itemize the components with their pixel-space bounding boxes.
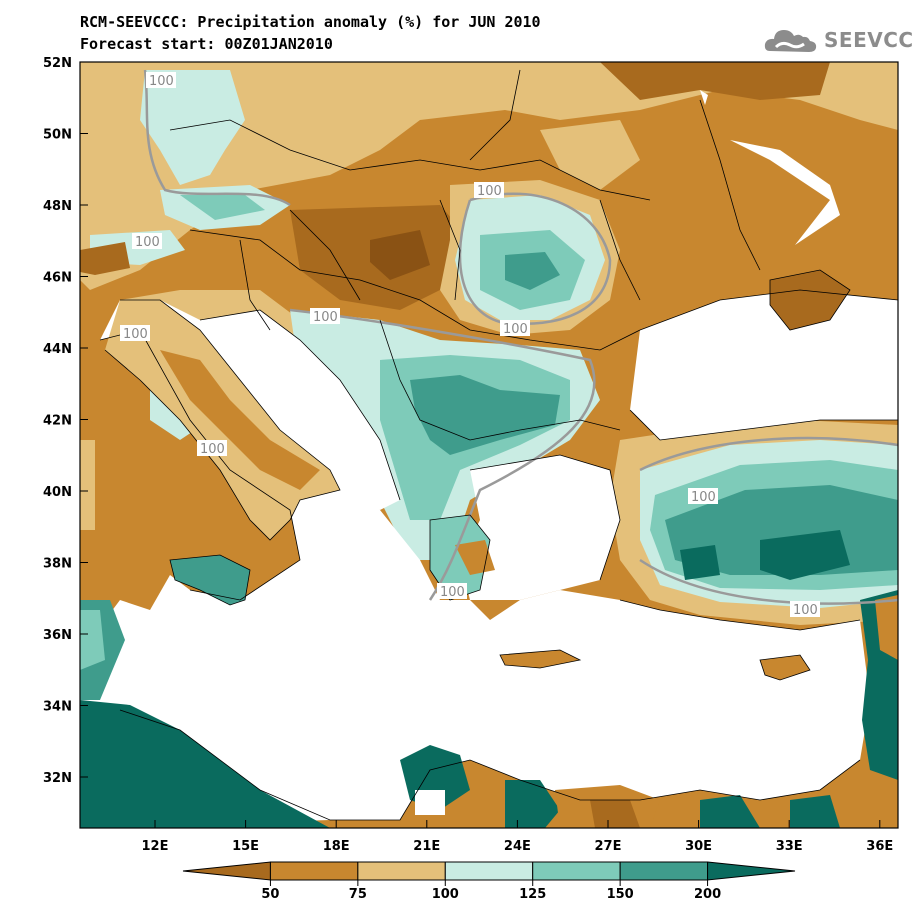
lat-label: 36N — [43, 628, 72, 643]
contour-label: 100 — [437, 583, 467, 600]
contour-label: 100 — [688, 488, 718, 505]
svg-text:100: 100 — [691, 490, 716, 505]
contour-label: 100 — [474, 182, 504, 199]
lon-label: 36E — [866, 839, 893, 854]
north-africa — [80, 700, 330, 828]
legend-swatch — [269, 861, 359, 881]
legend-swatch — [532, 861, 621, 881]
svg-text:100: 100 — [503, 322, 528, 337]
lat-label: 44N — [43, 342, 72, 357]
seevccc-logo: SEEVCCC — [764, 24, 913, 56]
aegean-sea — [460, 455, 620, 600]
legend-label: 200 — [694, 887, 721, 902]
greece — [430, 515, 490, 600]
latitude-axis: 52N 50N 48N 46N 44N 42N 40N 38N 36N 34N 32N — [43, 56, 88, 786]
legend-swatch — [707, 861, 796, 881]
contour-label: 100 — [310, 308, 340, 325]
lat-label: 40N — [43, 485, 72, 500]
contour-label: 100 — [120, 325, 150, 342]
svg-text:100: 100 — [313, 310, 338, 325]
lon-label: 27E — [595, 839, 622, 854]
legend-swatch — [182, 861, 271, 881]
lat-label: 46N — [43, 271, 72, 286]
lon-label: 24E — [504, 839, 531, 854]
contour-label: 100 — [146, 72, 176, 89]
lat-label: 34N — [43, 700, 72, 715]
contour-label: 100 — [790, 601, 820, 618]
lat-label: 38N — [43, 557, 72, 572]
lon-label: 15E — [232, 839, 259, 854]
legend-label: 125 — [519, 887, 546, 902]
svg-text:100: 100 — [440, 585, 465, 600]
crimea — [770, 270, 850, 330]
legend-label: 75 — [349, 887, 367, 902]
lon-label: 12E — [142, 839, 169, 854]
forecast-start-label: Forecast start: 00Z01JAN2010 — [80, 35, 333, 53]
black-sea — [630, 290, 898, 440]
lat-label: 48N — [43, 199, 72, 214]
lon-label: 21E — [413, 839, 440, 854]
adriatic-sea — [200, 310, 400, 510]
lat-label: 50N — [43, 128, 72, 143]
svg-text:100: 100 — [200, 442, 225, 457]
contour-label: 100 — [197, 440, 227, 457]
sicily — [170, 555, 250, 605]
lon-label: 30E — [685, 839, 712, 854]
coastlines — [99, 69, 898, 821]
lat-label: 32N — [43, 771, 72, 786]
svg-text:100: 100 — [793, 603, 818, 618]
legend-label: 50 — [261, 887, 279, 902]
lon-label: 33E — [776, 839, 803, 854]
lat-label: 42N — [43, 414, 72, 429]
crete — [500, 650, 580, 668]
svg-text:100: 100 — [477, 184, 502, 199]
contour-label: 100 — [132, 233, 162, 250]
legend-label: 100 — [432, 887, 459, 902]
map-frame — [79, 61, 899, 829]
legend-label: 150 — [607, 887, 634, 902]
svg-text:100: 100 — [123, 327, 148, 342]
legend-swatch — [619, 861, 709, 881]
legend-swatch — [357, 861, 446, 881]
svg-text:100: 100 — [135, 235, 160, 250]
cloud-icon — [764, 30, 817, 52]
contour-label: 100 — [500, 320, 530, 337]
longitude-axis: 12E 15E 18E 21E 24E 27E 30E 33E 36E — [142, 820, 893, 854]
lat-label: 52N — [43, 56, 72, 71]
map-title: RCM-SEEVCCC: Precipitation anomaly (%) f… — [80, 13, 541, 31]
lon-label: 18E — [323, 839, 350, 854]
logo-text: SEEVCCC — [824, 28, 913, 52]
contour-labels: 100 100 100 100 100 100 100 100 100 100 — [120, 72, 820, 618]
legend-swatch — [444, 861, 534, 881]
svg-text:100: 100 — [149, 74, 174, 89]
